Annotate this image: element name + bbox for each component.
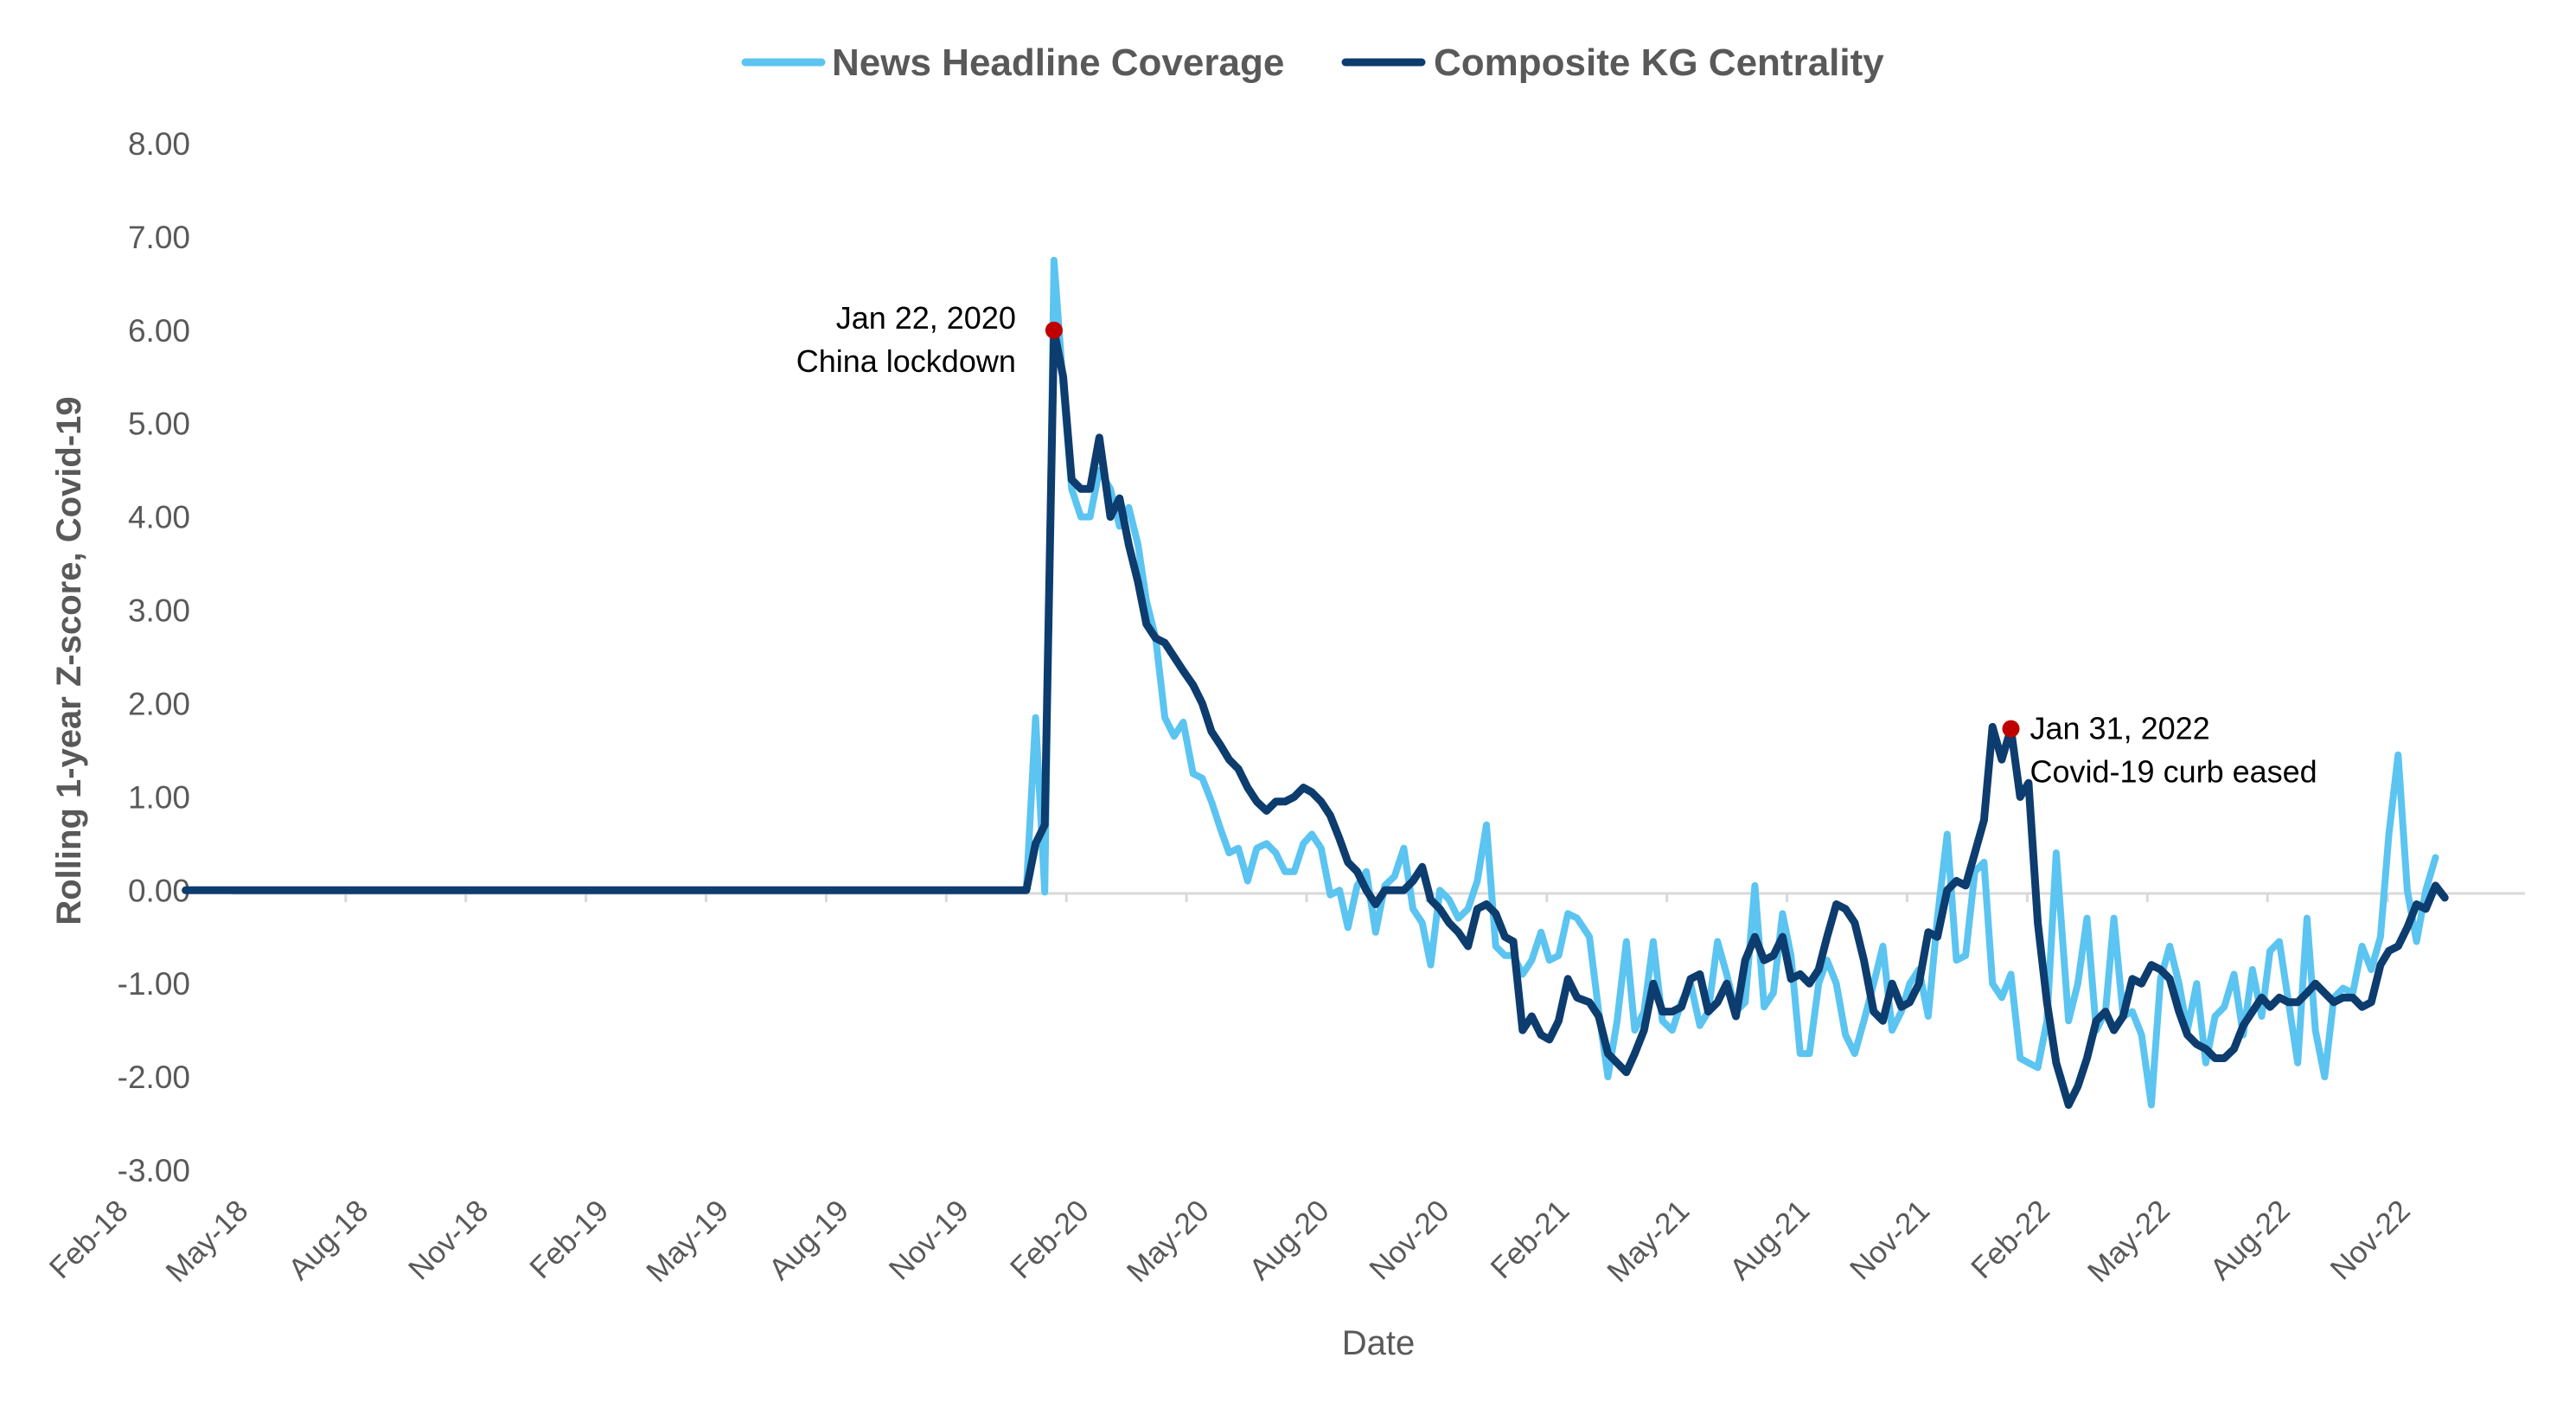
- x-tick-label: Feb-21: [1484, 1194, 1576, 1285]
- x-tick-label: Aug-20: [1243, 1194, 1335, 1286]
- annotation-date: Jan 22, 2020: [836, 300, 1016, 336]
- x-tick-label: Feb-22: [1965, 1194, 2056, 1285]
- annotation-event: Covid-19 curb eased: [2030, 754, 2317, 790]
- x-tick-label: Aug-19: [763, 1194, 855, 1286]
- x-axis-title: Date: [1342, 1324, 1416, 1362]
- x-tick-label: Aug-21: [1723, 1194, 1816, 1286]
- annotation-marker: [2002, 720, 2020, 738]
- annotations: Jan 22, 2020 China lockdown Jan 31, 2022 Co…: [796, 300, 2317, 790]
- legend-label: Composite KG Centrality: [1434, 42, 1884, 84]
- y-tick-label: 2.00: [128, 686, 190, 721]
- x-tick-label: May-21: [1601, 1194, 1696, 1289]
- x-tick-label: Nov-18: [402, 1194, 495, 1286]
- y-tick-label: -2.00: [118, 1060, 190, 1095]
- legend: News Headline Coverage Composite KG Centr…: [741, 42, 1884, 84]
- y-tick-label: 1.00: [128, 779, 190, 815]
- y-tick-label: -1.00: [118, 966, 190, 1002]
- y-tick-label: 5.00: [128, 407, 190, 442]
- x-tick-label: Feb-20: [1004, 1194, 1096, 1285]
- y-tick-label: -3.00: [118, 1153, 190, 1188]
- y-tick-label: 0.00: [128, 873, 190, 908]
- y-tick-label: 6.00: [128, 313, 190, 349]
- x-tick-label: May-19: [640, 1194, 735, 1289]
- x-tick-label: Nov-22: [2324, 1194, 2416, 1286]
- series-line-news-headline-coverage: [182, 256, 2439, 1109]
- x-tick-label: Aug-18: [282, 1194, 374, 1286]
- y-tick-label: 4.00: [128, 500, 190, 535]
- x-tick-label: Feb-18: [43, 1194, 135, 1285]
- series-layer: [182, 256, 2449, 1109]
- x-tick-label: Nov-21: [1844, 1194, 1936, 1286]
- x-tick-label: Feb-19: [523, 1194, 615, 1285]
- x-tick-label: Nov-19: [883, 1194, 975, 1286]
- annotation-event: China lockdown: [796, 343, 1016, 379]
- y-axis: 8.00 7.00 6.00 5.00 4.00 3.00 2.00 1.00 0.00 -1.0…: [118, 126, 190, 1188]
- y-tick-label: 3.00: [128, 593, 190, 629]
- y-axis-title: Rolling 1-year Z-score, Covid-19: [50, 396, 88, 925]
- x-tick-label: May-18: [159, 1194, 254, 1289]
- x-tick-label: Nov-20: [1363, 1194, 1455, 1286]
- annotation-date: Jan 31, 2022: [2030, 711, 2210, 746]
- y-tick-label: 8.00: [128, 126, 190, 162]
- y-tick-label: 7.00: [128, 220, 190, 255]
- x-tick-label: Aug-22: [2203, 1194, 2296, 1286]
- annotation-marker: [1045, 321, 1063, 339]
- x-tick-label: May-22: [2081, 1194, 2176, 1289]
- series-line-composite-kg-centrality: [182, 326, 2449, 1109]
- legend-label: News Headline Coverage: [832, 42, 1284, 84]
- x-tick-label: May-20: [1121, 1194, 1216, 1289]
